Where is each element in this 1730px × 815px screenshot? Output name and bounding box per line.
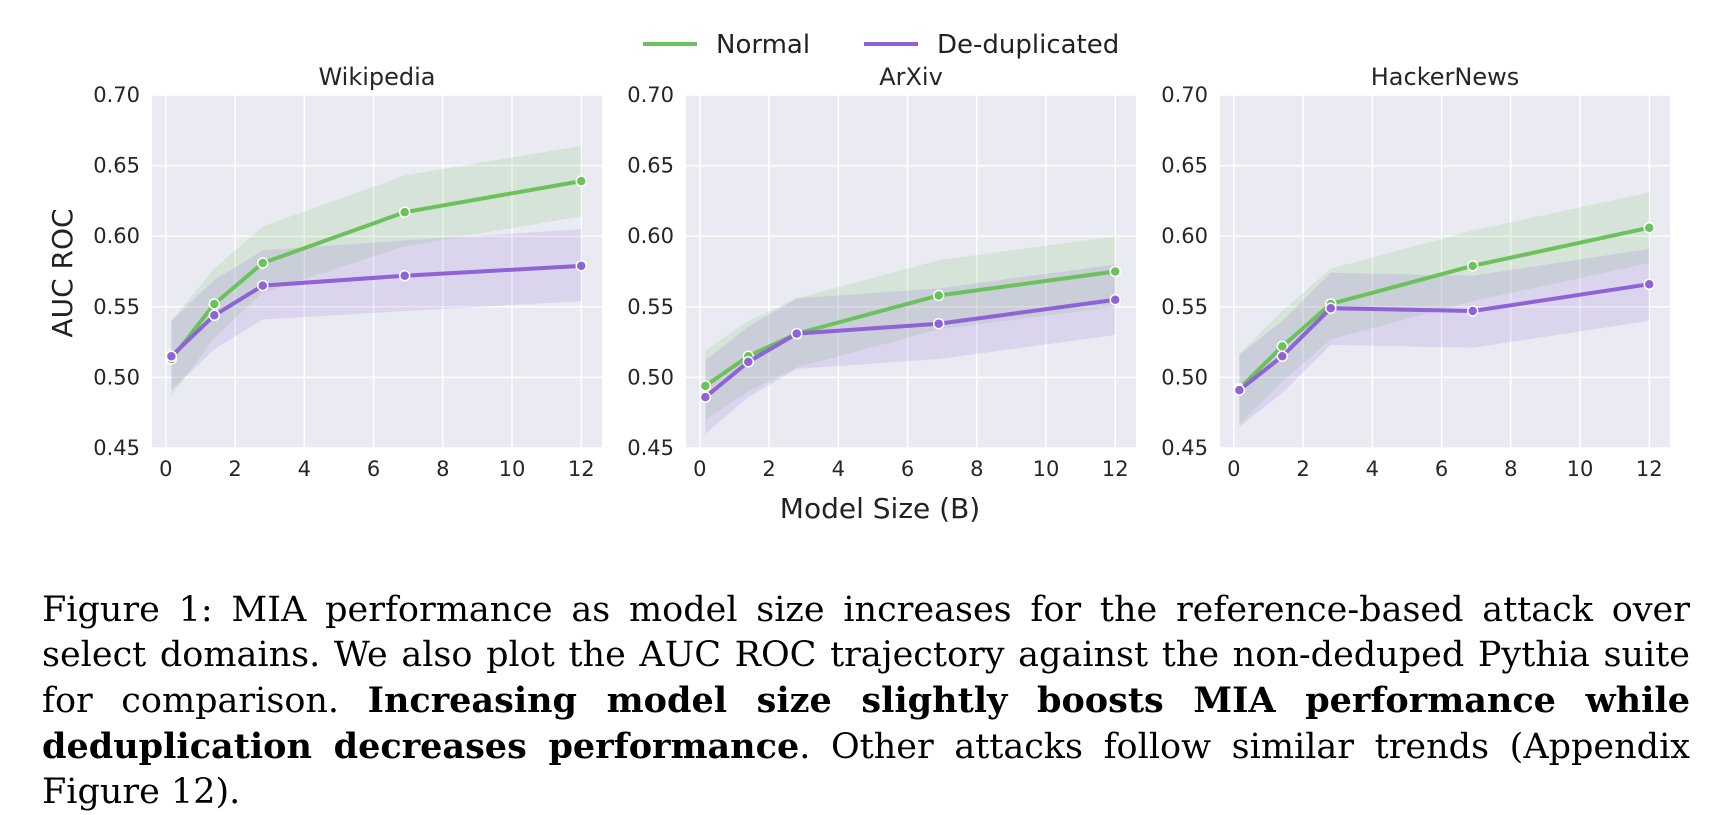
y-tick-label: 0.45	[1161, 436, 1208, 460]
y-tick-label: 0.45	[627, 436, 674, 460]
confidence-band-deduplicated	[1239, 248, 1650, 427]
data-point-deduplicated	[398, 269, 411, 282]
y-tick-label: 0.55	[93, 295, 140, 319]
figure: Normal De-duplicated AUC ROC Model Size …	[46, 30, 1670, 525]
chart-panel-2: 0 2 4 6 8 10 12 0.45 0.50 0.55 0.60 0.65 0.70 HackerN…	[1161, 63, 1670, 481]
x-tick-label: 8	[1504, 457, 1517, 481]
data-point-deduplicated	[1109, 293, 1121, 306]
y-tick-label: 0.60	[627, 224, 674, 248]
data-point-normal	[1276, 340, 1289, 353]
data-point-deduplicated	[208, 309, 221, 322]
panels: 0 2 4 6 8 10 12 0.45 0.50 0.55 0.60 0.65 0.70 Wikiped…	[93, 63, 1670, 481]
y-axis-label: AUC ROC	[46, 208, 79, 337]
x-tick-label: 12	[568, 457, 595, 481]
x-tick-label: 0	[1227, 457, 1240, 481]
x-tick-label: 2	[228, 457, 241, 481]
caption-text-1: Figure 1: MIA performance as model size …	[42, 590, 1690, 721]
x-tick-label: 6	[367, 457, 380, 481]
data-point-normal	[1466, 260, 1479, 272]
y-tick-label: 0.65	[93, 154, 140, 178]
confidence-band-deduplicated	[705, 264, 1116, 434]
x-tick-label: 2	[762, 457, 775, 481]
y-tick-label: 0.50	[627, 365, 674, 389]
x-tick-label: 4	[1366, 457, 1379, 481]
data-point-deduplicated	[699, 391, 712, 403]
panel-title: HackerNews	[1371, 63, 1519, 91]
x-tick-label: 2	[1296, 457, 1309, 481]
data-point-normal	[208, 298, 221, 310]
data-point-deduplicated	[1233, 384, 1246, 396]
panel-title: Wikipedia	[318, 63, 435, 91]
plot-background	[686, 95, 1136, 448]
x-tick-label: 12	[1636, 457, 1663, 481]
legend-label-deduplicated: De-duplicated	[937, 30, 1119, 60]
data-point-deduplicated	[742, 356, 755, 368]
data-point-normal	[257, 257, 269, 269]
data-point-normal	[575, 175, 587, 187]
figure-caption: Figure 1: MIA performance as model size …	[42, 588, 1690, 815]
confidence-band-deduplicated	[171, 229, 582, 391]
plot-background	[152, 95, 602, 448]
x-tick-label: 10	[1033, 457, 1060, 481]
x-tick-label: 4	[832, 457, 845, 481]
data-point-deduplicated	[257, 279, 269, 292]
y-tick-label: 0.55	[627, 295, 674, 319]
data-point-deduplicated	[791, 327, 803, 340]
y-tick-label: 0.70	[1161, 83, 1208, 107]
x-tick-label: 6	[1435, 457, 1448, 481]
legend-label-normal: Normal	[716, 30, 810, 60]
x-axis-label: Model Size (B)	[780, 492, 980, 525]
x-tick-label: 8	[436, 457, 449, 481]
data-point-deduplicated	[1466, 305, 1479, 317]
x-tick-label: 4	[298, 457, 311, 481]
x-tick-label: 10	[1567, 457, 1594, 481]
y-tick-label: 0.50	[1161, 365, 1208, 389]
panel-title: ArXiv	[879, 63, 943, 91]
confidence-band-normal	[705, 236, 1116, 420]
x-tick-label: 0	[159, 457, 172, 481]
data-point-deduplicated	[932, 317, 945, 330]
legend: Normal De-duplicated	[643, 30, 1119, 60]
confidence-band-normal	[171, 145, 582, 396]
y-tick-label: 0.50	[93, 365, 140, 389]
x-tick-label: 8	[970, 457, 983, 481]
y-tick-label: 0.55	[1161, 295, 1208, 319]
chart-panel-1: 0 2 4 6 8 10 12 0.45 0.50 0.55 0.60 0.65 0.70 ArXiv	[627, 63, 1136, 481]
data-point-normal	[398, 206, 411, 218]
y-tick-label: 0.70	[627, 83, 674, 107]
y-tick-label: 0.70	[93, 83, 140, 107]
caption-bold-text: Increasing model size slightly boosts MI…	[42, 680, 1690, 767]
y-tick-label: 0.65	[1161, 154, 1208, 178]
x-tick-label: 0	[693, 457, 706, 481]
y-tick-label: 0.60	[1161, 224, 1208, 248]
data-point-deduplicated	[1325, 302, 1337, 314]
data-point-deduplicated	[575, 260, 587, 272]
data-point-deduplicated	[1276, 350, 1289, 362]
data-point-deduplicated	[1643, 278, 1655, 290]
data-point-normal	[932, 289, 945, 302]
y-tick-label: 0.65	[627, 154, 674, 178]
chart-panel-0: 0 2 4 6 8 10 12 0.45 0.50 0.55 0.60 0.65 0.70 Wikiped…	[93, 63, 602, 481]
x-tick-label: 12	[1102, 457, 1129, 481]
data-point-normal	[699, 380, 712, 392]
data-point-normal	[1643, 221, 1655, 234]
y-tick-label: 0.60	[93, 224, 140, 248]
x-tick-label: 10	[499, 457, 526, 481]
data-point-deduplicated	[165, 350, 178, 362]
x-tick-label: 6	[901, 457, 914, 481]
y-tick-label: 0.45	[93, 436, 140, 460]
data-point-normal	[1109, 265, 1121, 278]
